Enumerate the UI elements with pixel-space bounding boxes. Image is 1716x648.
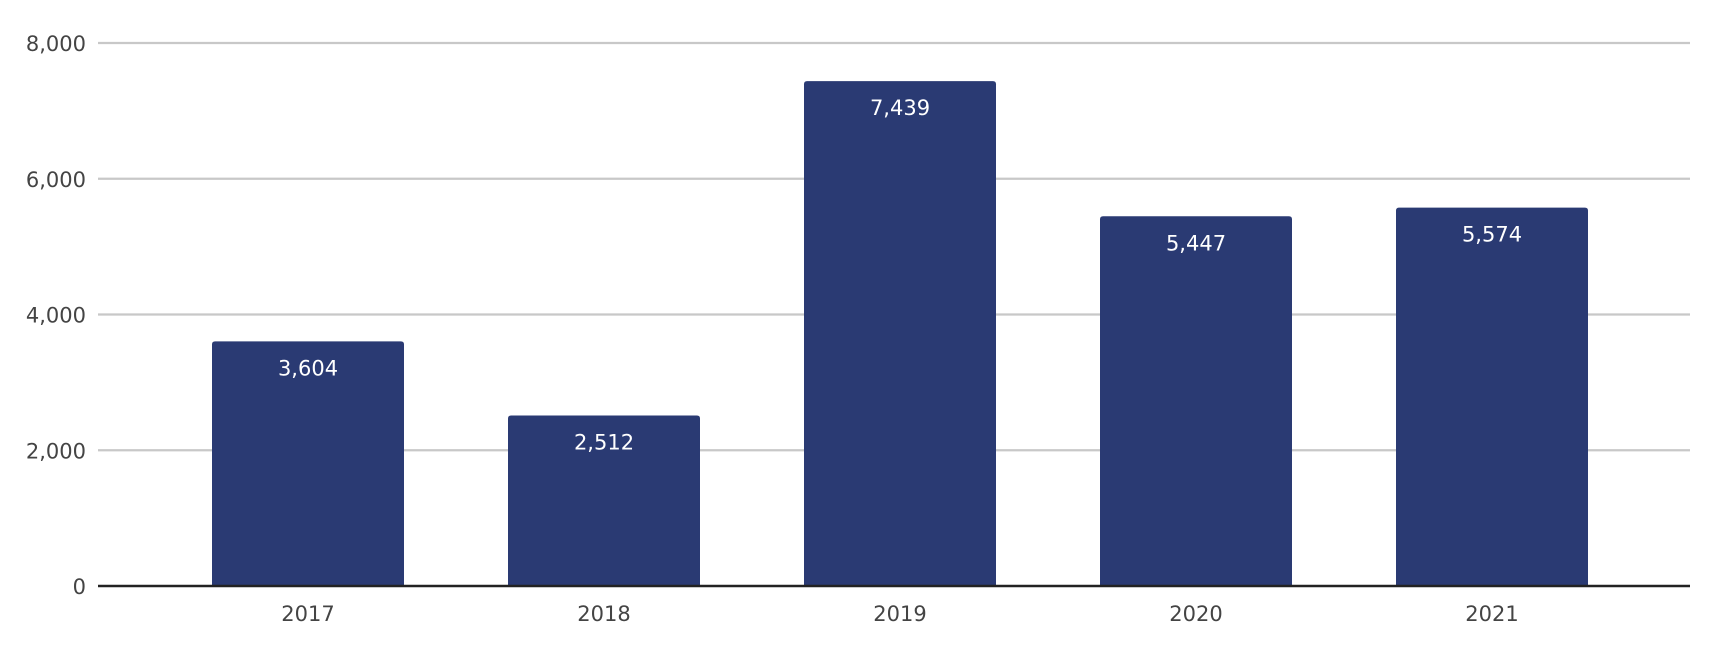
data-label-2020: 5,447 [1166, 231, 1226, 255]
y-tick-label: 6,000 [26, 168, 86, 192]
bars [212, 81, 1588, 587]
data-label-2021: 5,574 [1462, 223, 1522, 247]
y-axis-tick-labels: 0 2,000 4,000 6,000 8,000 [26, 32, 86, 599]
bar-2019 [804, 81, 996, 586]
y-tick-label: 8,000 [26, 32, 86, 56]
x-tick-label-2020: 2020 [1169, 602, 1222, 626]
bar-2021 [1396, 207, 1588, 587]
bar-2017 [212, 341, 404, 586]
bar-2018 [508, 415, 700, 586]
x-tick-label-2021: 2021 [1465, 602, 1518, 626]
y-tick-label: 2,000 [26, 439, 86, 463]
data-label-2017: 3,604 [278, 356, 338, 380]
data-labels: 3,604 2,512 7,439 5,447 5,574 [278, 96, 1522, 454]
x-tick-label-2018: 2018 [577, 602, 630, 626]
data-label-2019: 7,439 [870, 96, 930, 120]
x-tick-label-2019: 2019 [873, 602, 926, 626]
bar-2020 [1100, 216, 1292, 586]
y-tick-label: 4,000 [26, 304, 86, 328]
x-axis-tick-labels: 2017 2018 2019 2020 2021 [281, 602, 1518, 626]
y-tick-label: 0 [73, 575, 86, 599]
data-label-2018: 2,512 [574, 430, 634, 454]
x-tick-label-2017: 2017 [281, 602, 334, 626]
